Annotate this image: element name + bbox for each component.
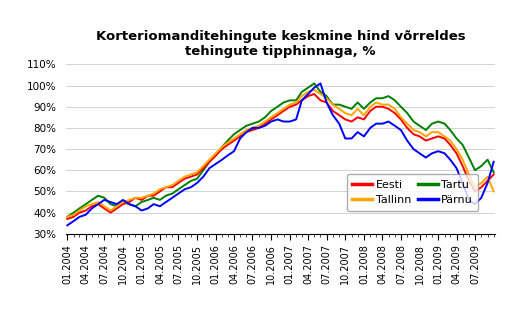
Tallinn xyxy=(434,130,440,134)
Legend: Eesti, Tallinn, Tartu, Pärnu: Eesti, Tallinn, Tartu, Pärnu xyxy=(346,174,477,211)
Tartu xyxy=(193,177,200,181)
Pärnu xyxy=(490,160,496,164)
Eesti xyxy=(310,92,317,96)
Pärnu xyxy=(193,181,200,185)
Tallinn xyxy=(193,170,200,174)
Pärnu xyxy=(428,151,434,155)
Tallinn xyxy=(120,200,126,204)
Eesti xyxy=(298,98,304,102)
Tallinn xyxy=(162,185,168,189)
Pärnu xyxy=(64,223,70,227)
Eesti xyxy=(162,185,168,189)
Tallinn xyxy=(298,94,304,98)
Eesti xyxy=(428,137,434,141)
Pärnu xyxy=(162,200,168,204)
Tartu xyxy=(434,120,440,124)
Tartu xyxy=(310,81,317,86)
Eesti xyxy=(120,202,126,206)
Tartu xyxy=(162,194,168,198)
Pärnu xyxy=(317,81,323,86)
Line: Tallinn: Tallinn xyxy=(67,90,493,217)
Tallinn xyxy=(64,215,70,219)
Tallinn xyxy=(310,88,317,92)
Eesti xyxy=(193,172,200,176)
Tartu xyxy=(490,170,496,174)
Tartu xyxy=(64,215,70,219)
Tartu xyxy=(428,122,434,126)
Tartu xyxy=(298,90,304,94)
Tallinn xyxy=(428,130,434,134)
Pärnu xyxy=(298,98,304,102)
Line: Tartu: Tartu xyxy=(67,84,493,217)
Eesti xyxy=(64,217,70,221)
Eesti xyxy=(490,172,496,176)
Pärnu xyxy=(434,149,440,153)
Tallinn xyxy=(490,189,496,193)
Line: Eesti: Eesti xyxy=(67,94,493,219)
Title: Korteriomanditehingute keskmine hind võrreldes
tehingute tipphinnaga, %: Korteriomanditehingute keskmine hind võr… xyxy=(96,30,464,57)
Eesti xyxy=(434,134,440,138)
Line: Pärnu: Pärnu xyxy=(67,84,493,225)
Tartu xyxy=(120,200,126,204)
Pärnu xyxy=(120,198,126,202)
